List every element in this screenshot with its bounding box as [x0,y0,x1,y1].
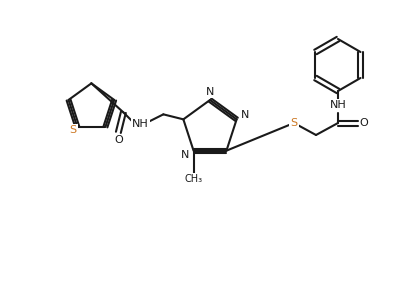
Text: O: O [360,118,368,128]
Text: N: N [181,150,190,160]
Text: N: N [206,87,214,97]
Text: N: N [240,110,249,120]
Text: S: S [291,118,297,128]
Text: O: O [114,135,123,145]
Text: NH: NH [132,119,149,129]
Text: S: S [70,125,77,135]
Text: CH₃: CH₃ [184,174,202,184]
Text: NH: NH [330,100,346,110]
